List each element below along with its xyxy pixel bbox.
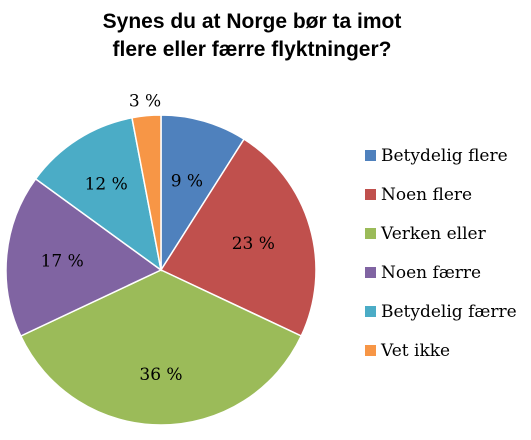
chart-title-line-1: Synes du at Norge bør ta imot: [103, 10, 402, 33]
chart-title: Synes du at Norge bør ta imot flere elle…: [103, 10, 402, 61]
legend-label-1: Betydelig flere: [381, 146, 508, 166]
pie-slices: [5, 114, 317, 426]
pie-slice-1: [160, 114, 246, 273]
pie-slice-5: [34, 116, 163, 272]
pie-slice-3: [19, 269, 303, 426]
pie-slice-6: [131, 114, 162, 271]
legend-item-5: Betydelig færre: [365, 302, 517, 322]
legend-label-4: Noen færre: [381, 263, 481, 283]
pie-data-labels: 9 % 23 % 36 % 17 % 12 % 3 %: [41, 91, 275, 385]
legend-item-6: Vet ikke: [365, 341, 450, 361]
legend-label-2: Noen flere: [381, 185, 472, 205]
data-label-6: 3 %: [129, 91, 161, 111]
data-label-3: 36 %: [139, 365, 182, 385]
legend-swatch-6: [365, 345, 376, 356]
legend-swatch-3: [365, 228, 376, 239]
legend-item-4: Noen færre: [365, 263, 481, 283]
chart-title-line-2: flere eller færre flyktninger?: [113, 38, 392, 61]
data-label-5: 12 %: [85, 175, 128, 195]
legend-item-1: Betydelig flere: [365, 146, 508, 166]
pie-slice-4: [5, 177, 163, 337]
legend-swatch-2: [365, 189, 376, 200]
data-label-1: 9 %: [171, 172, 203, 192]
legend-item-3: Verken eller: [365, 224, 487, 244]
legend-swatch-5: [365, 306, 376, 317]
legend-item-2: Noen flere: [365, 185, 472, 205]
legend-swatch-4: [365, 267, 376, 278]
legend-label-6: Vet ikke: [380, 341, 450, 361]
data-label-2: 23 %: [232, 234, 275, 254]
data-label-4: 17 %: [41, 252, 84, 272]
pie-slice-2: [159, 138, 317, 337]
legend-swatch-1: [365, 150, 376, 161]
legend-label-5: Betydelig færre: [381, 302, 517, 322]
legend-label-3: Verken eller: [380, 224, 487, 244]
legend: Betydelig flere Noen flere Verken eller Noe…: [365, 146, 517, 361]
